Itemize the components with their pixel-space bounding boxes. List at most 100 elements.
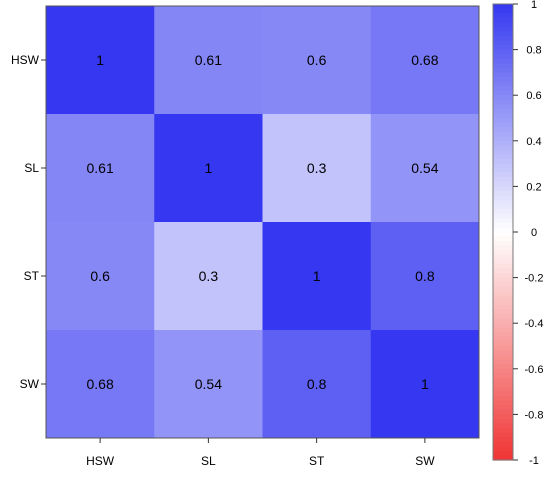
legend-color-segment [493,172,513,178]
legend-color-segment [493,295,513,301]
legend-color-segment [493,163,513,169]
legend-color-segment [493,86,513,92]
legend-color-segment [493,136,513,142]
row-tick-labels: HSW SL ST SW [11,53,46,391]
legend-color-segment [493,428,513,434]
legend-color-segment [493,304,513,311]
legend-color-segment [493,113,513,119]
cell-value-label: 1 [204,160,212,176]
legend-color-segment [493,327,513,333]
legend-tick-label: 0.4 [526,136,541,148]
legend-color-segment [493,177,513,183]
legend-color-segment [493,423,513,429]
legend-color-segment [493,58,513,64]
legend-color-segment [493,268,513,274]
heatmap-cell [46,330,155,439]
legend-color-segment [493,127,513,133]
heatmap-cell [154,114,263,223]
legend-color-segment [493,204,513,210]
legend-color-segment [493,241,513,247]
cell-value-label: 0.3 [199,268,219,284]
cell-value-label: 0.6 [90,268,110,284]
legend-color-segment [493,22,513,28]
column-label: SW [415,454,435,468]
heatmap-cell [370,330,480,439]
legend-color-segment [493,49,513,55]
legend-color-segment [493,300,513,306]
heatmap-cell [154,330,263,439]
legend-color-segment [493,341,513,347]
legend-tick-label: -0.2 [525,273,544,285]
cell-value-label: 0.61 [87,160,114,176]
legend-color-segment [493,336,513,343]
legend-color-segment [493,90,513,96]
heatmap-cell [46,6,155,115]
cell-value-label: 0.6 [307,52,327,68]
legend-color-segment [493,181,513,187]
cell-value-label: 1 [421,376,429,392]
legend-color-segment [493,54,513,60]
legend-color-segment [493,418,513,425]
heatmap-cell [262,114,372,223]
legend-color-segment [493,355,513,361]
legend-color-segment [493,314,513,320]
legend-color-segment [493,13,513,19]
legend-color-segment [493,45,513,51]
legend-color-segment [493,213,513,219]
heatmap-frame [45,5,480,439]
legend-color-segment [493,168,513,174]
legend-color-segment [493,232,513,238]
legend-color-segment [493,149,513,156]
legend-color-segment [493,4,513,10]
heatmap-cell [46,222,155,331]
legend-color-segment [493,373,513,379]
legend-color-segment [493,309,513,315]
cell-value-label: 0.68 [411,52,438,68]
legend-color-segment [493,245,513,251]
legend-color-segment [493,382,513,388]
heatmap-cell [154,6,263,115]
cell-value-label: 0.8 [415,268,435,284]
legend-color-segment [493,332,513,338]
legend-color-segment [493,40,513,46]
legend-color-segment [493,414,513,420]
legend-color-segment [493,227,513,233]
heatmap-cell [370,222,480,331]
legend-color-segment [493,122,513,128]
legend-tick-label: -0.6 [525,364,544,376]
legend-color-segment [493,99,513,105]
cell-value-label: 1 [96,52,104,68]
legend-color-segment [493,186,513,192]
column-label: SL [201,454,216,468]
legend-tick-label: -0.4 [525,318,544,330]
legend-color-segment [493,145,513,151]
legend-color-segment [493,437,513,443]
legend-color-segment [493,323,513,329]
legend-color-segment [493,95,513,101]
column-label: HSW [86,454,115,468]
legend-color-segment [493,391,513,397]
legend-color-segment [493,81,513,87]
cell-value-label: 0.68 [87,376,114,392]
legend-color-segment [493,200,513,206]
legend-tick-label: 1 [531,0,537,11]
legend-color-segment [493,368,513,374]
cell-value-label: 0.8 [307,376,327,392]
legend-color-segment [493,190,513,197]
legend-color-segment [493,377,513,384]
legend-color-segment [493,400,513,406]
legend-color-segment [493,104,513,110]
legend-color-segment [493,359,513,365]
legend-tick-label: 0 [531,227,537,239]
legend-color-segment [493,209,513,215]
legend-color-segment [493,405,513,411]
legend-color-segment [493,195,513,201]
legend-color-segment [493,63,513,69]
legend-color-segment [493,108,513,115]
cell-value-label: 0.3 [307,160,327,176]
legend-color-segment [493,346,513,352]
legend-color-segment [493,441,513,447]
legend-color-segment [493,8,513,14]
legend-color-segment [493,455,513,461]
legend-tick-label: 0.6 [526,90,541,102]
